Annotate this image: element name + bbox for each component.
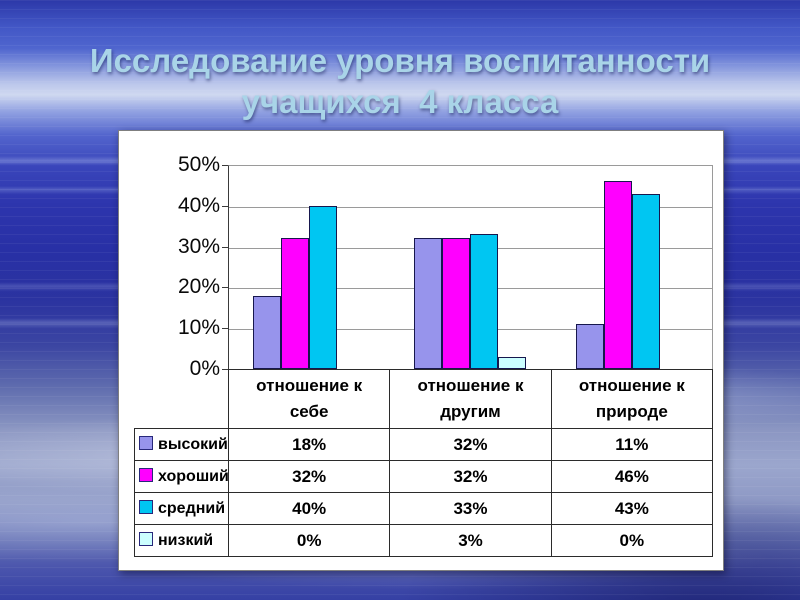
table-value-cell: 32% [389,428,552,461]
legend-label: низкий [158,531,214,549]
y-axis-tick [222,165,228,166]
table-value-cell: 0% [550,524,714,557]
y-axis-tick [222,206,228,207]
table-row: средний 40% 33% 43% [134,492,714,525]
category-header-cell: отношение к себе [227,369,391,429]
y-axis-label: 50% [177,153,220,176]
gridline [229,207,712,208]
legend-swatch-high-icon [139,435,153,450]
table-row: низкий 0% 3% 0% [134,524,714,557]
legend-label: высокий [158,435,228,453]
y-axis-label: 40% [177,194,220,217]
bar-medium-category-0 [309,206,337,369]
bar-good-category-0 [281,238,309,369]
bar-high-category-0 [253,296,281,369]
category-header-cell: отношение к природе [550,369,714,429]
legend-cell-low: низкий [134,524,229,557]
y-axis-label: 30% [177,235,220,258]
y-axis-tick [222,247,228,248]
y-axis-label: 10% [177,316,220,339]
bar-low-category-1 [498,357,526,369]
legend-swatch-good-icon [139,467,153,482]
bar-medium-category-2 [632,194,660,369]
legend-swatch-low-icon [139,531,153,546]
y-axis-tick [222,287,228,288]
table-value-cell: 43% [550,492,714,525]
legend-cell-good: хороший [134,460,229,493]
legend-swatch-medium-icon [139,499,153,514]
table-row: высокий 18% 32% 11% [134,428,714,461]
y-axis-tick [222,369,228,370]
table-value-cell: 40% [227,492,391,525]
table-value-cell: 32% [227,460,391,493]
y-axis-tick [222,328,228,329]
legend-cell-high: высокий [134,428,229,461]
y-axis-label: 20% [177,275,220,298]
bar-high-category-1 [414,238,442,369]
bar-high-category-2 [576,324,604,369]
table-value-cell: 33% [389,492,552,525]
data-table: отношение к себе отношение к другим отноше… [134,369,714,557]
table-row: хороший 32% 32% 46% [134,460,714,493]
bar-medium-category-1 [470,234,498,369]
legend-label: средний [158,499,226,517]
slide-title-line-1: Исследование уровня воспитанности [89,42,711,79]
table-value-cell: 11% [550,428,714,461]
legend-cell-medium: средний [134,492,229,525]
legend-label: хороший [158,467,229,485]
table-value-cell: 46% [550,460,714,493]
category-header-cell: отношение к другим [389,369,552,429]
slide-title-line-2: учащихся 4 класса [241,83,559,120]
table-value-cell: 3% [389,524,552,557]
chart-panel: отношение к себе отношение к другим отноше… [118,130,724,571]
table-value-cell: 32% [389,460,552,493]
table-value-cell: 18% [227,428,391,461]
slide-title: Исследование уровня воспитанности учащих… [0,40,800,122]
bar-good-category-1 [442,238,470,369]
bar-good-category-2 [604,181,632,369]
table-value-cell: 0% [227,524,391,557]
y-axis-label: 0% [189,357,220,380]
